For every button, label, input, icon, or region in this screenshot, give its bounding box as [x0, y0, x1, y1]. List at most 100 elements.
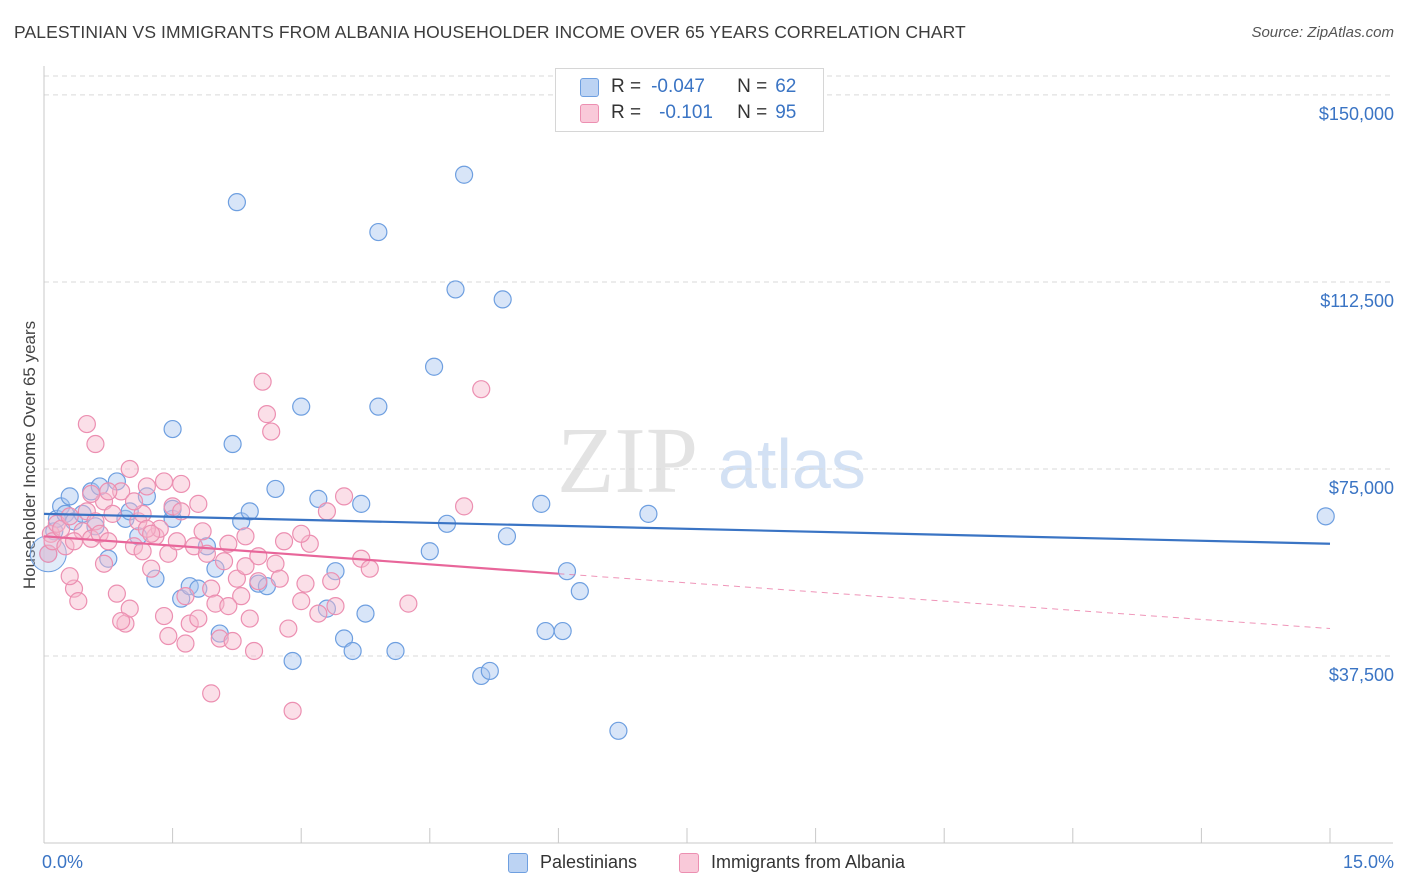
data-point: [150, 519, 169, 538]
data-point: [154, 472, 174, 491]
data-point: [249, 572, 268, 591]
data-point: [279, 619, 298, 638]
legend-label-palestinians: Palestinians: [540, 852, 638, 872]
data-point: [274, 532, 294, 551]
data-point: [176, 634, 195, 653]
legend-row-albania: R = -0.101 N = 95: [580, 101, 796, 125]
data-point: [64, 532, 84, 551]
legend-n-label: N =: [737, 76, 768, 97]
data-point: [133, 542, 152, 561]
data-point: [142, 524, 161, 543]
data-point: [172, 502, 191, 521]
data-point: [197, 537, 216, 556]
data-point: [232, 587, 251, 606]
data-point: [253, 372, 272, 391]
legend-n-value: 95: [775, 102, 797, 123]
legend-r-value: -0.101: [659, 102, 713, 123]
data-point: [292, 524, 311, 543]
data-point: [219, 597, 238, 616]
data-point: [334, 487, 354, 506]
data-point: [257, 405, 277, 424]
data-point: [69, 592, 88, 611]
data-point: [369, 397, 388, 416]
data-point: [532, 494, 551, 513]
legend-r-value: -0.047: [651, 76, 705, 97]
data-point: [227, 193, 246, 212]
data-point: [266, 554, 285, 573]
data-point: [60, 567, 79, 586]
data-point: [107, 584, 126, 603]
axes: [43, 66, 1393, 844]
legend-label-albania: Immigrants from Albania: [711, 852, 906, 872]
x-tick-max: 15.0%: [1342, 852, 1394, 872]
data-point: [86, 434, 105, 454]
data-point: [77, 414, 96, 434]
data-point: [262, 422, 281, 441]
data-point: [112, 611, 131, 631]
data-point: [223, 631, 242, 651]
data-point: [536, 621, 555, 641]
trend-line-albania: [43, 535, 559, 575]
data-point: [472, 380, 491, 399]
data-point: [202, 579, 221, 598]
series-legend: Palestinians Immigrants from Albania: [0, 852, 1406, 878]
legend-row-palestinians: R = -0.047 N = 62: [580, 75, 796, 99]
data-point: [202, 684, 221, 703]
legend-item-albania: Immigrants from Albania: [679, 852, 905, 873]
data-point: [317, 502, 337, 521]
data-point: [334, 629, 354, 648]
data-point: [172, 474, 191, 494]
legend-swatch-pink: [679, 852, 699, 873]
data-point: [296, 574, 315, 593]
data-point: [227, 569, 246, 588]
data-point: [146, 569, 165, 588]
albania-points: [39, 372, 491, 720]
data-point: [480, 661, 499, 681]
y-tick-label: $150,000: [1318, 103, 1394, 124]
data-point: [292, 397, 311, 416]
data-point: [454, 497, 474, 516]
data-point: [214, 552, 234, 571]
data-point: [94, 554, 114, 573]
legend-swatch-blue: [580, 77, 599, 97]
watermark-zip: ZIP: [557, 409, 698, 513]
data-point: [244, 641, 264, 661]
data-point: [343, 641, 362, 661]
data-point: [142, 559, 161, 578]
data-point: [283, 701, 302, 720]
data-point: [454, 165, 474, 184]
data-point: [609, 721, 628, 740]
data-point: [219, 534, 238, 553]
data-point: [270, 569, 289, 588]
data-point: [240, 609, 259, 628]
y-tick-label: $75,000: [1328, 477, 1394, 498]
data-point: [352, 494, 371, 513]
data-point: [120, 459, 139, 479]
data-point: [472, 666, 491, 686]
data-point: [120, 599, 139, 618]
legend-swatch-blue: [508, 852, 528, 873]
legend-n-value: 62: [775, 76, 797, 97]
source-label: Source: ZipAtlas.com: [1251, 24, 1394, 41]
data-point: [570, 582, 589, 601]
trend-lines: [43, 512, 1331, 630]
data-point: [112, 482, 131, 501]
data-point: [159, 626, 178, 646]
data-point: [236, 557, 255, 576]
watermark: ZIP atlas: [557, 409, 866, 513]
data-point: [326, 562, 345, 581]
y-tick-label: $37,500: [1328, 664, 1394, 685]
data-point: [292, 592, 311, 611]
data-point: [322, 572, 341, 591]
data-point: [497, 527, 517, 546]
legend-swatch-pink: [580, 103, 599, 123]
data-point: [99, 482, 118, 501]
data-point: [240, 502, 259, 521]
watermark-atlas: atlas: [718, 425, 866, 503]
data-point: [124, 492, 144, 511]
data-point: [557, 562, 577, 581]
trend-line-albania-extension: [558, 573, 1331, 630]
data-point: [189, 609, 208, 628]
data-point: [154, 606, 174, 626]
